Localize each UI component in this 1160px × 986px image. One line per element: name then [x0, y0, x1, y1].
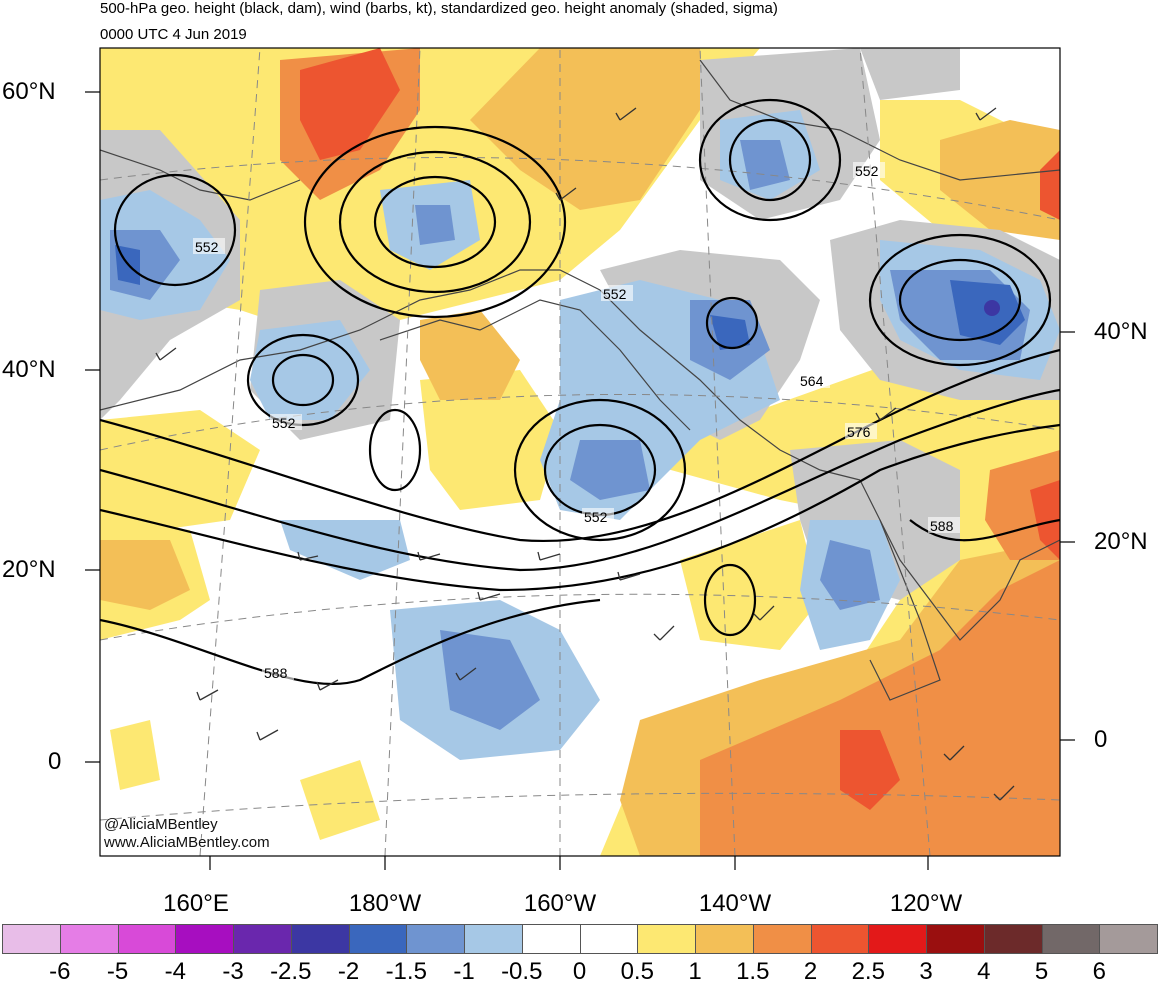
colorbar-label: -1.5 — [385, 958, 427, 985]
colorbar-label: 0 — [572, 958, 587, 985]
colorbar-swatch — [752, 924, 812, 954]
colorbar-swatch — [406, 924, 465, 954]
lat-label: 40°N — [2, 356, 56, 383]
lat-label: 0 — [48, 748, 62, 775]
lon-label: 180°W — [348, 890, 422, 917]
colorbar-swatch — [2, 924, 61, 954]
colorbar-label: -1 — [453, 958, 475, 985]
colorbar-swatch — [464, 924, 523, 954]
map-title: 500-hPa geo. height (black, dam), wind (… — [100, 0, 778, 17]
contour-label: 552 — [584, 509, 608, 525]
colorbar-label: -2.5 — [270, 958, 312, 985]
valid-time: 0000 UTC 4 Jun 2019 — [100, 26, 247, 43]
colorbar-swatch — [233, 924, 292, 954]
lat-label: 60°N — [2, 78, 56, 105]
contour-label: 588 — [264, 665, 288, 681]
contour-label: 552 — [272, 415, 296, 431]
height-contours — [100, 98, 1060, 686]
colorbar-label: -0.5 — [501, 958, 543, 985]
colorbar — [2, 924, 1158, 954]
colorbar-swatch — [1099, 924, 1158, 954]
colorbar-label: 2 — [803, 958, 818, 985]
lat-label: 40°N — [1094, 318, 1148, 345]
colorbar-swatch — [868, 924, 927, 954]
colorbar-label: 1 — [688, 958, 702, 985]
colorbar-swatch — [117, 924, 177, 954]
colorbar-label: -5 — [106, 958, 129, 985]
anomaly-negative-2 — [984, 300, 1000, 316]
lon-label: 140°W — [698, 890, 772, 917]
anomaly-positive-2-5 — [300, 48, 1060, 810]
colorbar-swatch — [983, 924, 1043, 954]
colorbar-label: 6 — [1092, 958, 1106, 985]
colorbar-swatch — [637, 924, 696, 954]
contour-label: 552 — [855, 163, 879, 179]
colorbar-swatch — [290, 924, 350, 954]
contour-label: 576 — [847, 424, 871, 440]
colorbar-label: 2.5 — [851, 958, 885, 985]
colorbar-label: -2 — [337, 958, 360, 985]
colorbar-label: -4 — [164, 958, 186, 985]
colorbar-swatch — [810, 924, 870, 954]
contour-label: 564 — [800, 373, 824, 389]
colorbar-label: 1.5 — [736, 958, 770, 985]
colorbar-swatch — [175, 924, 234, 954]
credit-website: www.AliciaMBentley.com — [104, 834, 270, 851]
lat-label: 0 — [1094, 726, 1108, 753]
colorbar-swatch — [59, 924, 119, 954]
colorbar-label: 0.5 — [620, 958, 654, 985]
colorbar-label: -6 — [49, 958, 71, 985]
credit-handle: @AliciaMBentley — [104, 816, 218, 833]
map-frame — [99, 47, 1061, 857]
lon-label: 160°W — [523, 890, 597, 917]
lat-label: 20°N — [1094, 528, 1148, 555]
colorbar-swatch — [926, 924, 985, 954]
colorbar-swatch — [579, 924, 639, 954]
colorbar-swatch — [521, 924, 581, 954]
colorbar-swatch — [348, 924, 408, 954]
lon-label: 160°E — [163, 890, 229, 917]
contour-label: 552 — [195, 239, 219, 255]
contour-label: 552 — [603, 286, 627, 302]
wind-barbs — [155, 107, 1015, 801]
colorbar-label: 4 — [977, 958, 991, 985]
lat-label: 20°N — [2, 556, 56, 583]
colorbar-label: -3 — [222, 958, 244, 985]
axis-ticks — [85, 91, 1075, 870]
colorbar-label: 5 — [1034, 958, 1049, 985]
colorbar-swatch — [1041, 924, 1101, 954]
contour-label: 588 — [930, 518, 954, 534]
colorbar-label: 3 — [919, 958, 933, 985]
lon-label: 120°W — [889, 890, 963, 917]
colorbar-swatch — [695, 924, 754, 954]
